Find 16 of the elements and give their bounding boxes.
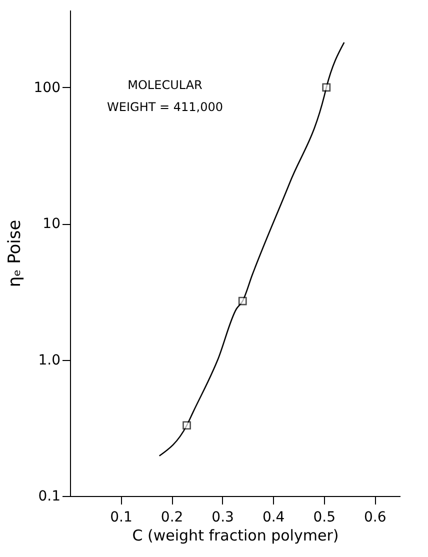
y-tick-label: 0.1 xyxy=(38,488,60,504)
y-tick-label: 1.0 xyxy=(38,352,60,368)
x-tick-label: 0.1 xyxy=(110,510,132,526)
point xyxy=(322,83,331,92)
x-tick-label: 0.5 xyxy=(313,510,336,526)
x-tick-label: 0.2 xyxy=(160,510,184,526)
x-tick-label: 0.3 xyxy=(212,510,234,526)
annotation: MOLECULAR WEIGHT = 411,000 xyxy=(107,78,223,114)
point xyxy=(238,296,247,306)
x-axis-title: C (weight fraction polymer) xyxy=(132,526,339,544)
y-tick-label: 10 xyxy=(42,216,60,232)
x-tick-label: 0.4 xyxy=(262,510,285,526)
y-tick-label: 100 xyxy=(34,80,60,96)
point xyxy=(182,421,191,430)
x-tick-label: 0.6 xyxy=(364,510,386,526)
y-axis-title: ηₑ Poise xyxy=(4,220,25,288)
